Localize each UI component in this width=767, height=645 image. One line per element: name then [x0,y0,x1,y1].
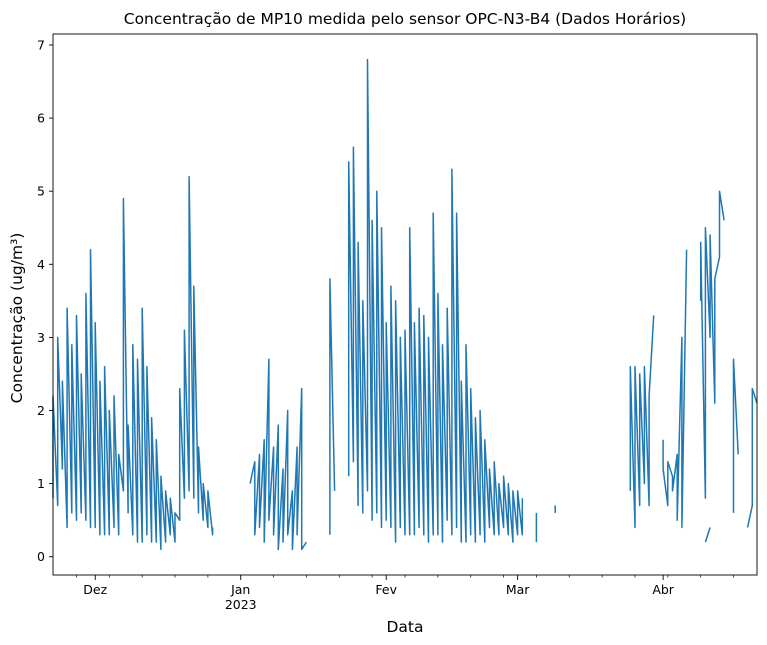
y-tick-label: 5 [37,184,45,199]
y-tick-label: 3 [37,330,45,345]
y-tick-label: 4 [37,257,45,272]
series-line-segment [704,527,711,543]
x-tick-label: Abr [652,582,674,597]
y-tick-label: 0 [37,549,45,564]
x-tick-label: Fev [375,582,397,597]
series-line-segment [746,387,758,528]
x-tick-label: Mar [506,582,530,597]
plot-area [52,58,758,551]
series-line-segment [347,58,524,543]
y-axis: 0 1 2 3 4 5 6 7 [37,37,53,564]
y-tick-label: 6 [37,111,45,126]
x-tick-sublabel: 2023 [225,597,257,612]
y-tick-label: 7 [37,37,45,52]
y-tick-label: 1 [37,476,45,491]
axes-frame [52,33,758,576]
series-line-segment [699,190,725,499]
y-axis-label: Concentração (ug/m³) [8,233,26,404]
series-line-segment [52,175,214,551]
x-tick-label: Dez [83,582,107,597]
series-line-segment [329,278,336,535]
x-tick-label: Jan [230,582,250,597]
chart-title: Concentração de MP10 medida pelo sensor … [124,10,686,28]
series-line-segment [732,358,739,513]
series-line-segment [249,358,308,551]
series-line-segment [662,249,688,529]
y-tick-label: 2 [37,403,45,418]
series-line-segment [629,315,655,529]
x-axis-label: Data [386,618,423,636]
